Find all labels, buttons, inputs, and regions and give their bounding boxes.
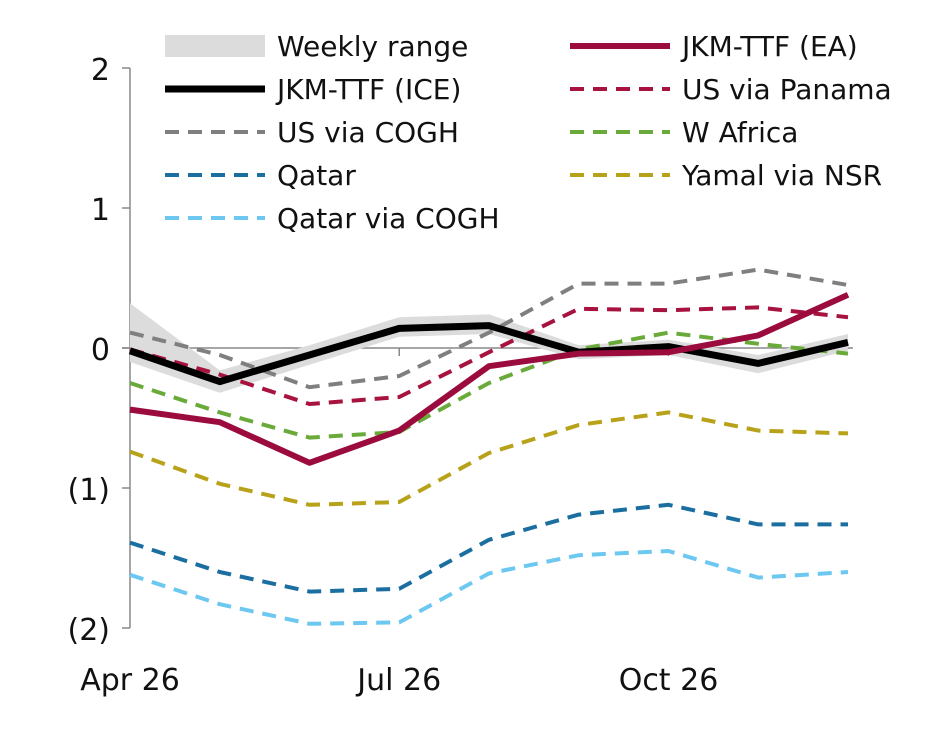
y-tick-label: 2 [91, 53, 110, 88]
y-tick-label: 1 [91, 193, 110, 228]
x-tick-label: Apr 26 [80, 663, 180, 698]
legend-swatch-weekly-range [165, 35, 265, 57]
legend-label: JKM-TTF (ICE) [275, 73, 461, 106]
legend-label: US via COGH [277, 116, 459, 149]
legend-label: W Africa [682, 116, 798, 149]
series-line-yamal-via-nsr [129, 410, 849, 507]
y-tick-label: (1) [68, 473, 111, 508]
legend-label: US via Panama [682, 73, 892, 106]
legend: Weekly range JKM-TTF (EA) JKM-TTF (ICE) US … [165, 30, 892, 235]
y-tick-label: (2) [68, 613, 111, 648]
legend-label: Qatar [277, 159, 356, 192]
x-tick-label: Jul 26 [355, 663, 441, 698]
series-line-us-via-panama [129, 305, 849, 406]
legend-label: Yamal via NSR [681, 159, 882, 192]
series-line-jkm-ttf-ea- [129, 292, 850, 466]
legend-label: Qatar via COGH [277, 202, 500, 235]
series-line-jkm-ttf-ice- [128, 322, 849, 386]
x-tick-label: Oct 26 [619, 663, 719, 698]
plot-area [128, 267, 850, 626]
series-line-qatar-via-cogh [129, 549, 849, 626]
series-line-qatar [129, 502, 848, 594]
legend-label: Weekly range [277, 30, 468, 63]
series-line-us-via-cogh [129, 267, 849, 390]
legend-label: JKM-TTF (EA) [680, 30, 858, 63]
axes: 2 1 0 (1) (2) Apr 26 Jul 26 Oct 26 [68, 53, 853, 698]
y-tick-label: 0 [91, 333, 110, 368]
